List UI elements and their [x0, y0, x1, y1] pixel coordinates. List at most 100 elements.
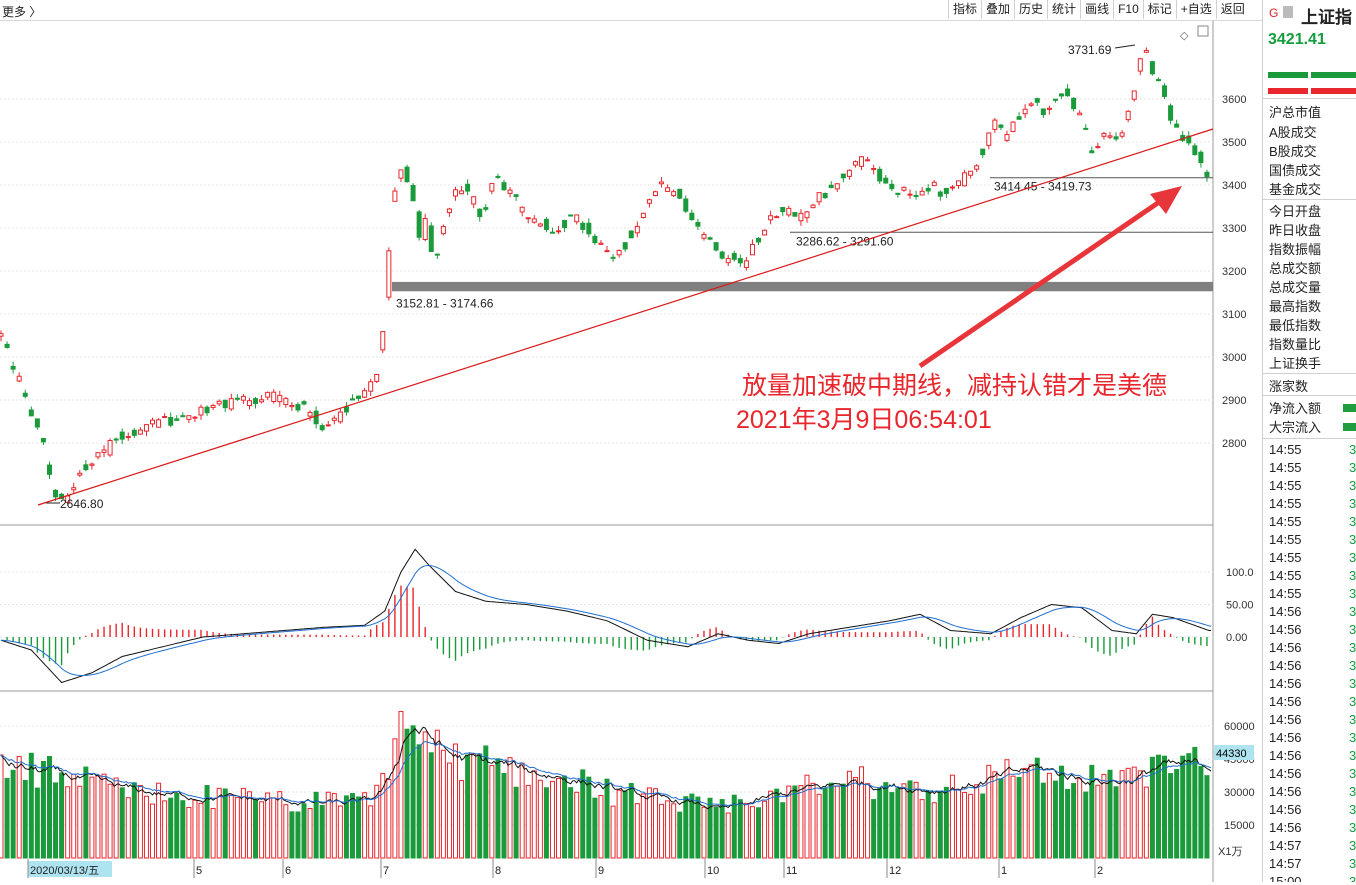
- volume-bar: [410, 725, 416, 859]
- quote-row-5: 今日开盘: [1263, 202, 1356, 221]
- volume-bar: [707, 797, 713, 859]
- quote-row-label: 总成交量: [1269, 280, 1322, 295]
- volume-bar: [174, 792, 180, 859]
- toolbar-button-0[interactable]: 指标: [948, 0, 981, 19]
- candle-body: [568, 214, 574, 217]
- toolbar-button-5[interactable]: F10: [1113, 0, 1143, 19]
- tick-row: 14:55 3: [1263, 513, 1356, 531]
- date-label: 9: [598, 865, 604, 877]
- volume-bar: [1004, 759, 1010, 859]
- toolbar-button-6[interactable]: 标记: [1142, 0, 1176, 19]
- tick-row: 14:56 3: [1263, 801, 1356, 819]
- candle-body: [859, 156, 865, 167]
- volume-bar: [368, 805, 374, 859]
- volume-bar: [222, 788, 228, 859]
- candle-body: [446, 208, 452, 213]
- volume-bar: [640, 793, 646, 859]
- date-label: 11: [786, 865, 797, 877]
- candle-body: [689, 212, 695, 221]
- candle-body: [1186, 135, 1192, 144]
- quote-row-label: 净流入额: [1269, 401, 1322, 416]
- candle-body: [943, 187, 949, 194]
- kline-chart-area[interactable]: 3152.81 - 3174.66 3286.62 - 3291.60 3414.4…: [0, 21, 1262, 882]
- volume-bar: [107, 783, 113, 859]
- candle-body: [931, 181, 937, 187]
- toolbar-button-4[interactable]: 画线: [1080, 0, 1113, 19]
- candle-body: [228, 398, 234, 410]
- toolbar-button-1[interactable]: 叠加: [981, 0, 1014, 19]
- candle-body: [646, 199, 652, 204]
- volume-bar: [1101, 773, 1107, 859]
- candle-body: [1101, 132, 1107, 137]
- candle-body: [404, 166, 410, 183]
- date-label: 7: [383, 865, 389, 877]
- annotation-arrow-shaft: [918, 193, 1170, 369]
- volume-bar: [1137, 770, 1143, 859]
- trend-line: [37, 128, 1214, 506]
- candle-body: [543, 218, 549, 230]
- volume-bar: [865, 783, 871, 859]
- volume-bar: [265, 792, 271, 859]
- candle-body: [222, 399, 228, 409]
- volume-bar: [1071, 783, 1077, 859]
- volume-bar: [568, 787, 574, 859]
- toolbar-button-3[interactable]: 统计: [1047, 0, 1080, 19]
- volume-bar: [883, 782, 889, 859]
- volume-bar: [46, 756, 52, 859]
- date-label: 8: [495, 865, 501, 877]
- collapse-icon[interactable]: [1283, 6, 1293, 18]
- candle-body: [150, 419, 156, 425]
- quote-row-15: 净流入额: [1263, 399, 1356, 418]
- candle-body: [168, 417, 174, 426]
- toolbar-buttons: 指标 叠加 历史 统计 画线 F10 标记 +自选 返回: [948, 0, 1249, 20]
- volume-bar: [210, 807, 216, 859]
- candle-body: [1107, 135, 1113, 138]
- volume-bar: [1034, 757, 1040, 859]
- tick-row: 15:00 3: [1263, 873, 1356, 882]
- tick-time: 14:56: [1269, 748, 1302, 763]
- quote-header: G 上证指: [1263, 0, 1356, 28]
- volume-bar: [434, 729, 440, 859]
- volume-bar: [65, 786, 71, 859]
- candle-body: [1034, 98, 1040, 103]
- volume-bar: [786, 785, 792, 859]
- volume-bar: [1119, 770, 1125, 859]
- quote-row-label: A股成交: [1269, 125, 1317, 140]
- toolbar-button-7[interactable]: +自选: [1175, 0, 1216, 19]
- volume-bar: [349, 793, 355, 859]
- volume-bar: [53, 782, 59, 859]
- candle-body: [907, 193, 913, 196]
- volume-bar: [586, 776, 592, 859]
- candle-body: [483, 207, 489, 210]
- volume-bar: [756, 807, 762, 859]
- quote-row-13: 上证换手: [1263, 354, 1356, 373]
- index-flag: G: [1269, 6, 1279, 20]
- volume-bar: [604, 778, 610, 859]
- candle-body: [665, 187, 671, 192]
- volume-bar: [240, 787, 246, 859]
- volume-bar: [301, 803, 307, 859]
- tick-row: 14:56 3: [1263, 657, 1356, 675]
- volume-bar: [525, 784, 531, 859]
- candle-body: [707, 237, 713, 240]
- candle-body: [1113, 136, 1119, 140]
- breadth-bar-green-b: [1311, 72, 1356, 78]
- volume-bar: [634, 803, 640, 859]
- candle-body: [622, 242, 628, 250]
- candle-body: [1089, 150, 1095, 154]
- volume-bar: [428, 752, 434, 859]
- volume-bar: [453, 743, 459, 859]
- toolbar-button-2[interactable]: 历史: [1014, 0, 1047, 19]
- candle-body: [380, 331, 386, 351]
- candle-body: [525, 217, 531, 220]
- volume-bar: [519, 762, 525, 859]
- candle-body: [574, 214, 580, 223]
- tick-row: 14:55 3: [1263, 531, 1356, 549]
- volume-bar: [701, 806, 707, 859]
- volume-bar: [150, 803, 156, 859]
- volume-bar: [392, 738, 398, 859]
- toolbar-button-8[interactable]: 返回: [1215, 0, 1249, 19]
- more-menu[interactable]: 更多 〉: [2, 5, 42, 19]
- candle-body: [192, 416, 198, 419]
- volume-ma10-line: [0, 740, 1212, 807]
